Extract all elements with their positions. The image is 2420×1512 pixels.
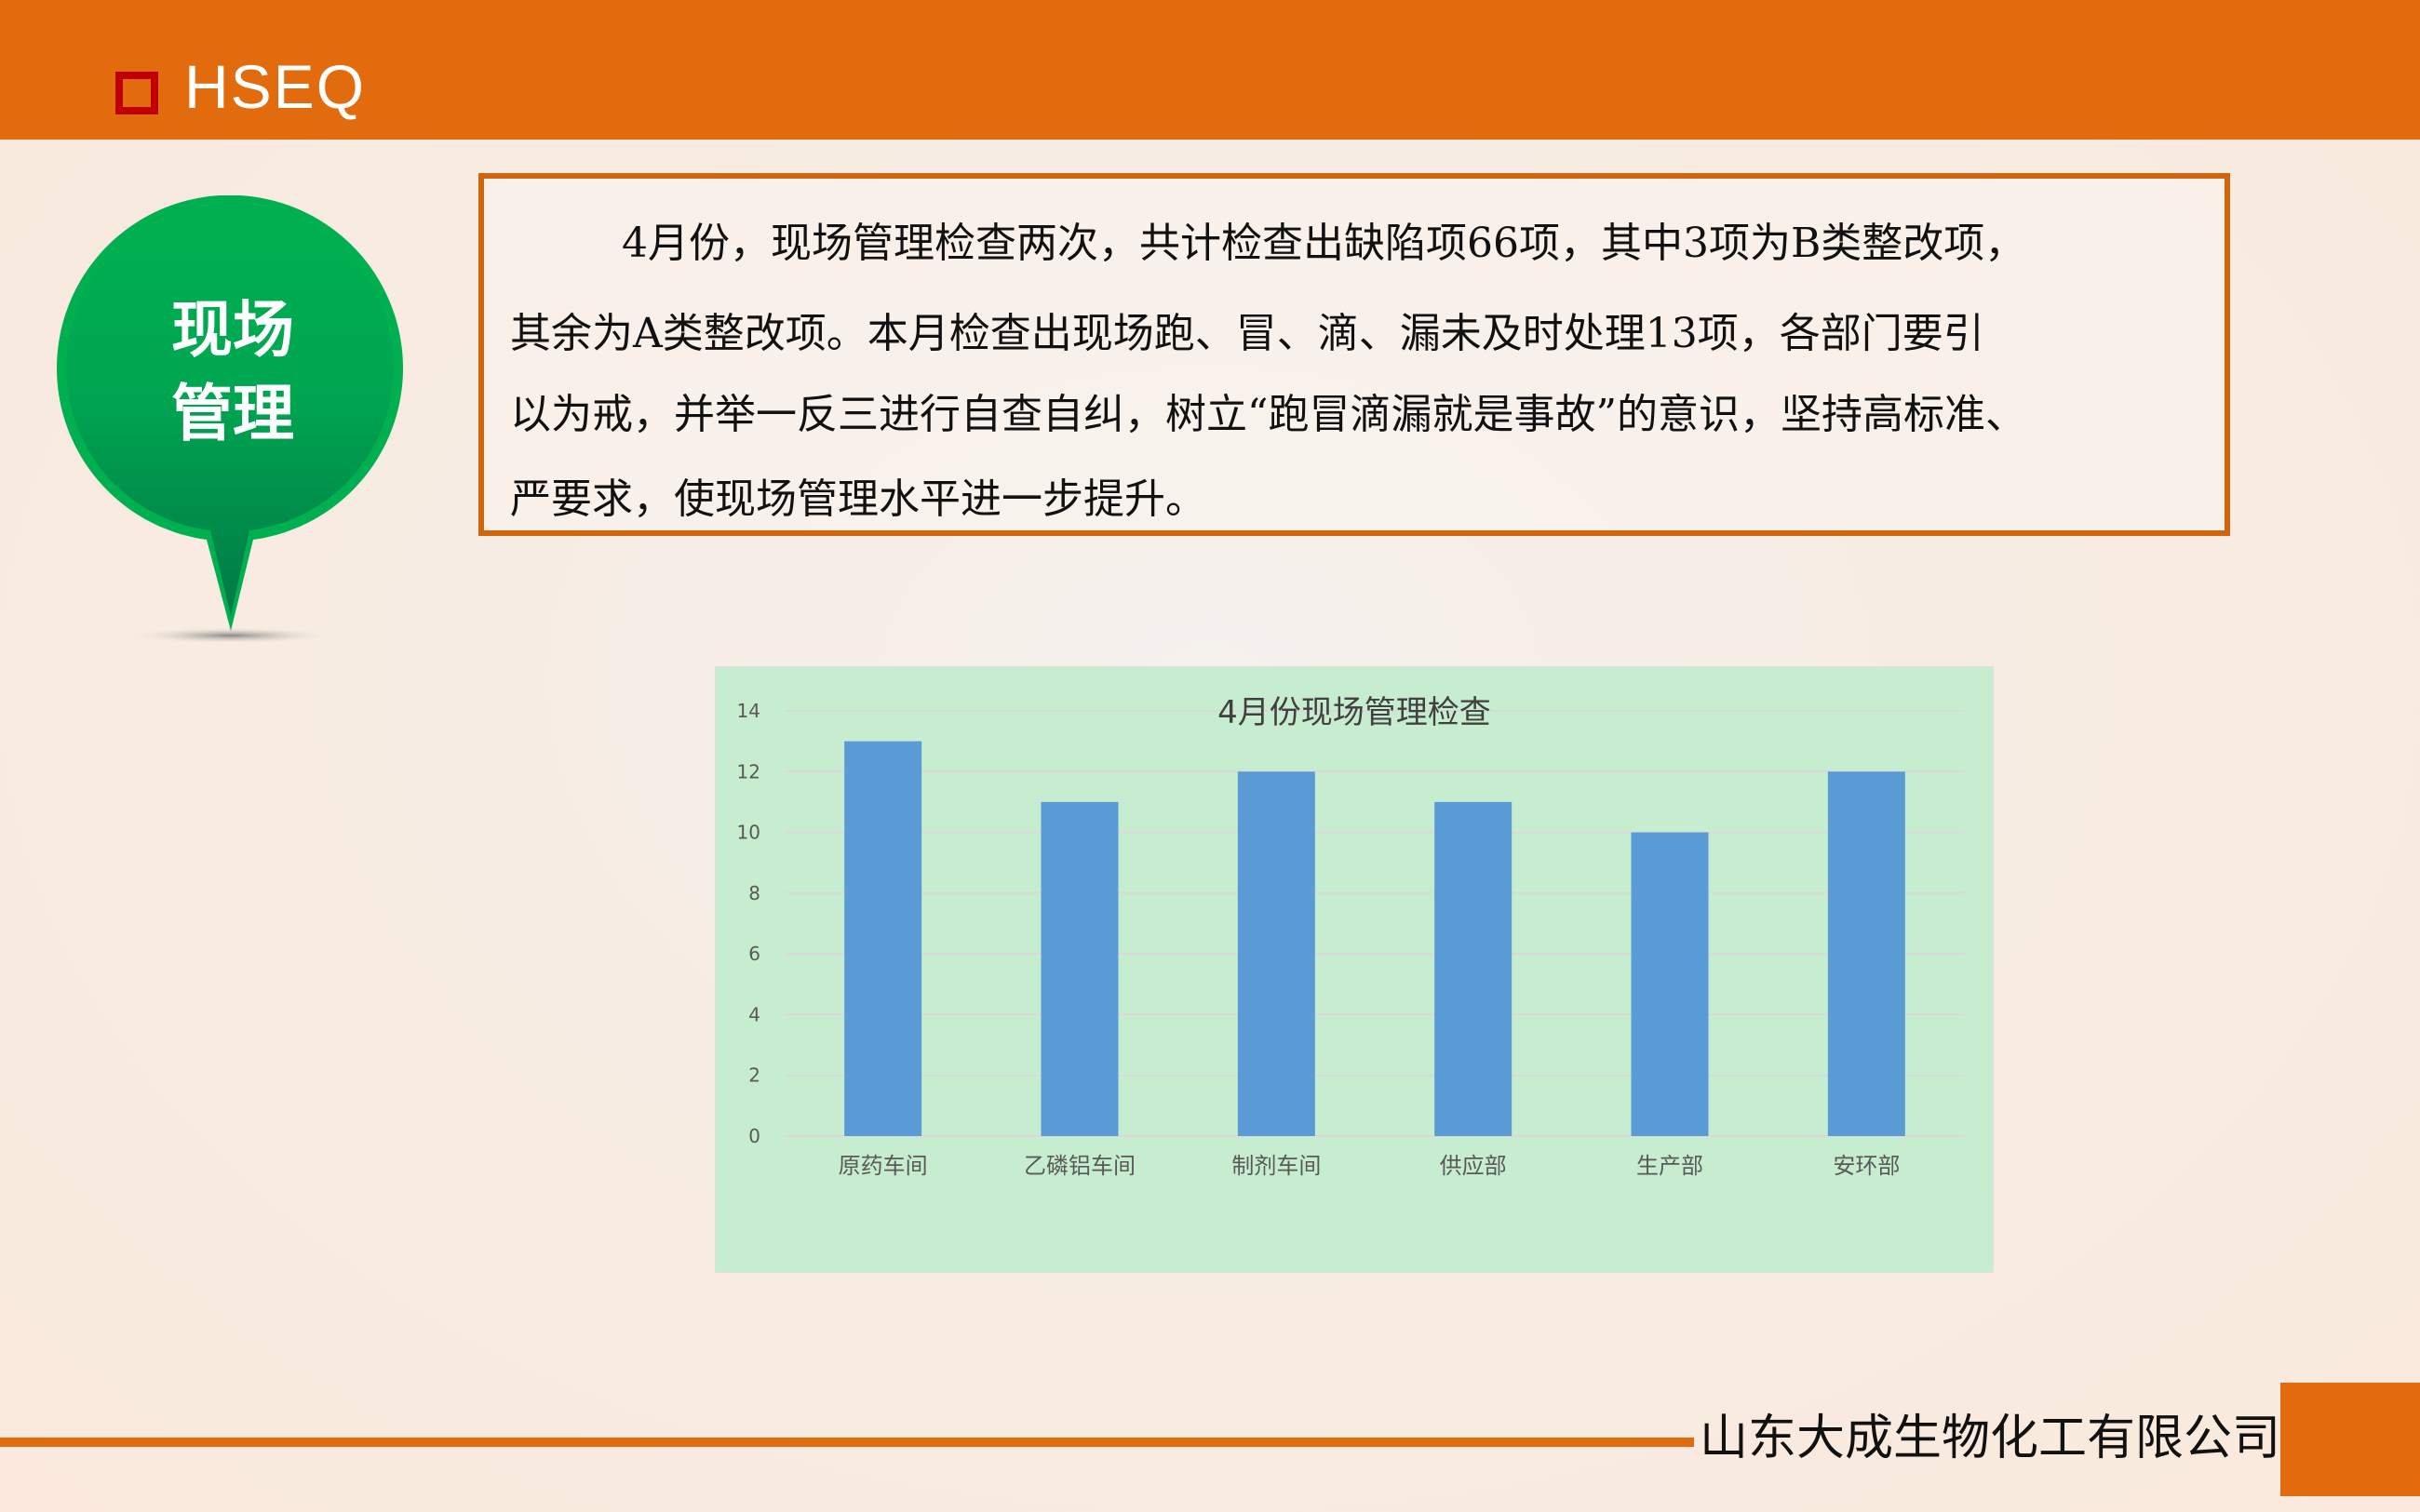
- y-tick-label: 2: [748, 1064, 760, 1087]
- summary-line: 其余为A类整改项。本月检查出现场跑、冒、滴、漏未及时处理13项，各部门要引: [510, 310, 1984, 357]
- bar: [1827, 771, 1905, 1136]
- y-tick-label: 10: [737, 822, 760, 844]
- y-tick-label: 6: [748, 943, 760, 965]
- x-tick-label: 乙磷铝车间: [1024, 1153, 1136, 1179]
- bar: [1434, 801, 1512, 1136]
- chart-canvas: 0 2 4 6 8 10 12 14 原药车间 乙磷铝车间 制剂车间 供应部 生产部 安环部 4月份现场管理…: [737, 694, 1965, 1179]
- badge-line-2: 管理: [171, 378, 294, 449]
- y-tick-label: 8: [748, 882, 760, 904]
- x-tick-label: 制剂车间: [1231, 1153, 1321, 1179]
- bar: [1631, 832, 1709, 1136]
- header-bar: HSEQ: [0, 0, 2420, 140]
- square-bullet-icon: [115, 72, 158, 114]
- summary-line: 4月份，现场管理检查两次，共计检查出缺陷项66项，其中3项为B类整改项，: [622, 220, 2026, 267]
- footer-accent-block: [2280, 1383, 2420, 1496]
- summary-line: 以为戒，并举一反三进行自查自纠，树立“跑冒滴漏就是事故”的意识，坚持高标准、: [510, 391, 2026, 438]
- map-pin-icon: [56, 194, 403, 644]
- company-name: 山东大成生物化工有限公司: [1700, 1411, 2281, 1466]
- header-title: HSEQ: [184, 52, 367, 121]
- bar: [1041, 801, 1119, 1136]
- footer-divider: [0, 1438, 1694, 1447]
- badge-line-1: 现场: [171, 294, 294, 366]
- y-tick-label: 14: [737, 700, 760, 722]
- section-badge: 现场 管理: [56, 194, 410, 644]
- summary-box: 4月份，现场管理检查两次，共计检查出缺陷项66项，其中3项为B类整改项， 其余为…: [478, 173, 2230, 536]
- bar: [1237, 771, 1315, 1136]
- bar: [844, 741, 922, 1136]
- bar-chart: 0 2 4 6 8 10 12 14 原药车间 乙磷铝车间 制剂车间 供应部 生产部 安环部 4月份现场管理…: [715, 666, 1994, 1273]
- y-tick-label: 12: [737, 760, 760, 783]
- y-tick-label: 0: [748, 1125, 760, 1147]
- chart-title: 4月份现场管理检查: [1217, 694, 1491, 731]
- x-tick-label: 供应部: [1440, 1153, 1507, 1179]
- x-tick-label: 安环部: [1833, 1153, 1900, 1179]
- x-tick-label: 生产部: [1636, 1153, 1703, 1179]
- y-tick-label: 4: [748, 1003, 760, 1025]
- x-tick-label: 原药车间: [839, 1153, 928, 1179]
- summary-line: 严要求，使现场管理水平进一步提升。: [510, 475, 1206, 523]
